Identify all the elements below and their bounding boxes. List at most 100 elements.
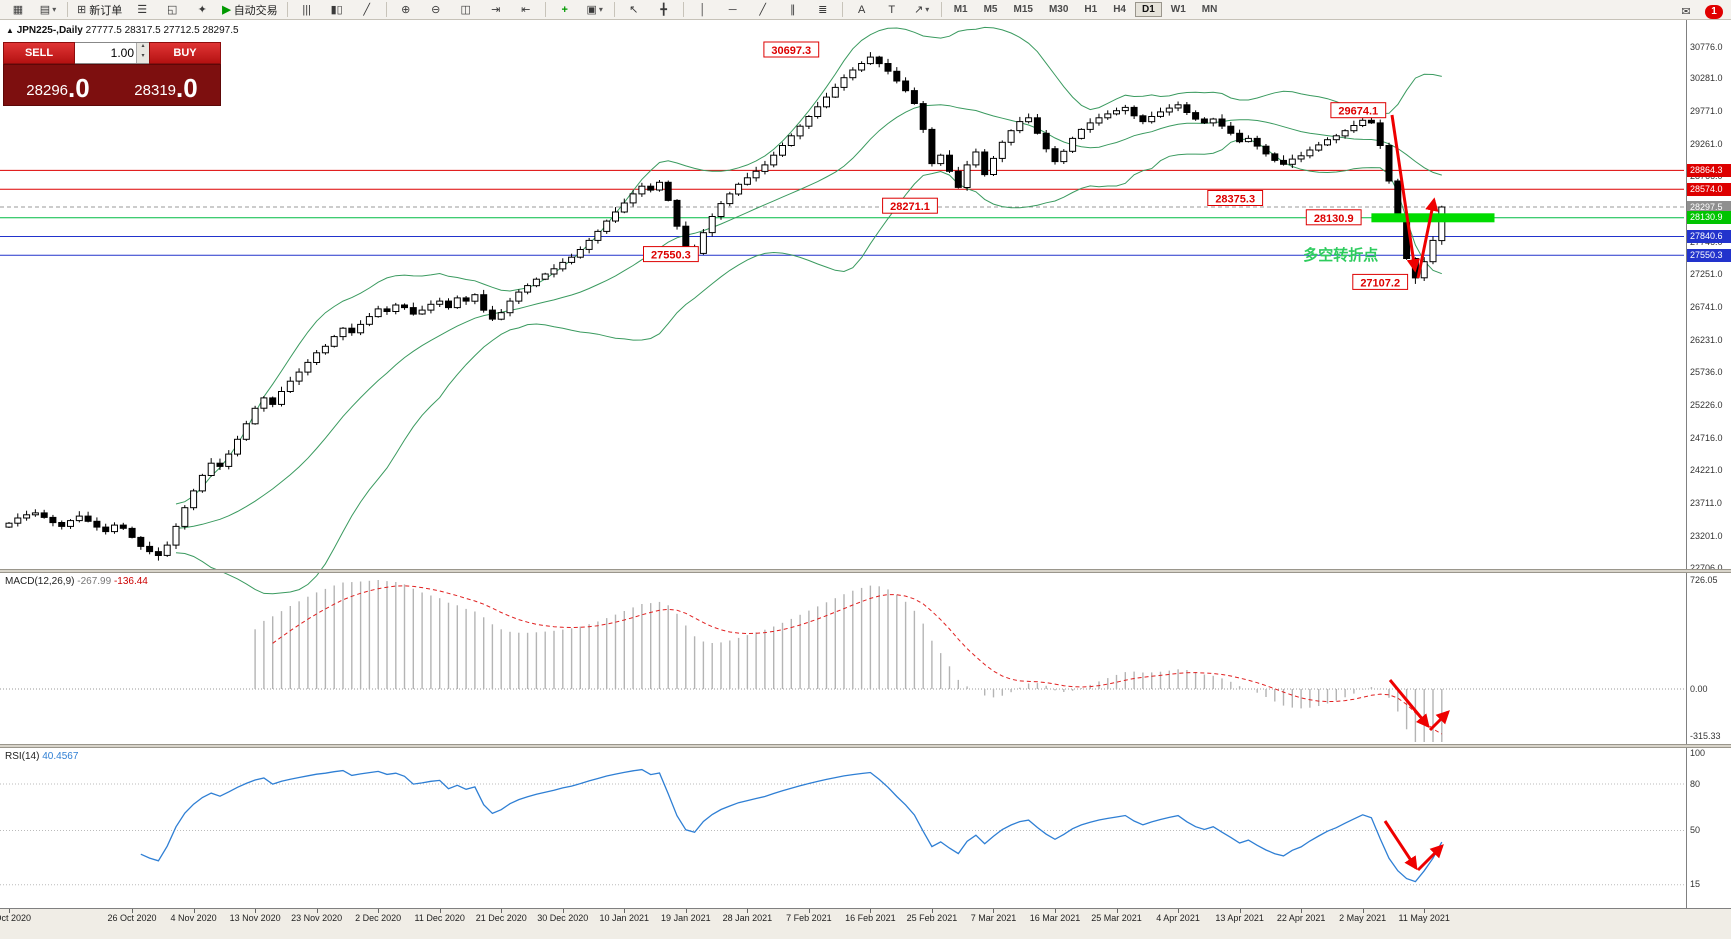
timeframe-m1[interactable]: M1	[953, 4, 968, 15]
price-level-badge: 28574.0	[1687, 182, 1731, 196]
zoom-in-button[interactable]: ⊕	[392, 0, 420, 19]
date-tick	[562, 909, 564, 913]
volume-input[interactable]	[75, 43, 136, 63]
bar-chart-button[interactable]: |||	[293, 0, 321, 19]
date-label: 22 Apr 2021	[1276, 913, 1326, 923]
timeframe-d1[interactable]: D1	[1135, 2, 1162, 17]
svg-text:28130.9: 28130.9	[1314, 213, 1354, 225]
text-label-tool-button[interactable]: T	[878, 0, 906, 19]
macd-scale-label: 726.05	[1690, 574, 1718, 585]
arrows-tool-button[interactable]: ↗ ▾	[908, 0, 936, 19]
spinner-up-icon[interactable]: ▴	[137, 43, 149, 53]
volume-spinner[interactable]: ▴ ▾	[136, 43, 149, 63]
chevron-down-icon: ▾	[52, 5, 57, 14]
notification-count-badge[interactable]: 1	[1705, 4, 1723, 19]
price-display: 28296 .0 28319 .0	[3, 64, 221, 106]
date-tick	[1424, 909, 1426, 913]
notifications-button[interactable]: ✉	[1672, 2, 1700, 21]
panel-resize-handle-macd[interactable]	[0, 569, 1731, 573]
rsi-scale-label: 15	[1690, 879, 1701, 890]
timeframe-mn[interactable]: MN	[1201, 4, 1218, 15]
spinner-down-icon[interactable]: ▾	[137, 53, 149, 63]
date-label: 26 Oct 2020	[107, 913, 157, 923]
profiles-icon: ▤	[39, 4, 51, 16]
new-order-label: 新订单	[89, 4, 123, 17]
new-order-button[interactable]: ⊞ 新订单	[73, 0, 126, 19]
cursor-icon: ↖	[629, 4, 639, 16]
macd-scale-label: 0.00	[1690, 683, 1708, 694]
new-chart-button[interactable]: ▦	[4, 0, 32, 19]
arrow-tool-icon: ↗	[914, 4, 924, 16]
trade-panel-collapse-icon[interactable]: ▲	[6, 26, 14, 35]
tile-windows-button[interactable]: ◫	[452, 0, 480, 19]
date-tick	[993, 909, 995, 913]
timeframe-w1[interactable]: W1	[1170, 4, 1186, 15]
toolbar-separator	[385, 2, 387, 17]
timeframe-h4[interactable]: H4	[1113, 4, 1126, 15]
sell-price[interactable]: 28296 .0	[4, 65, 112, 105]
date-tick	[255, 909, 257, 913]
macd-scale-label: -315.33	[1690, 730, 1721, 741]
data-window-button[interactable]: ◱	[158, 0, 186, 19]
bar-chart-icon: |||	[302, 3, 311, 16]
profiles-button[interactable]: ▤ ▾	[34, 0, 62, 19]
zoom-out-button[interactable]: ⊖	[422, 0, 450, 19]
timeframe-m15[interactable]: M15	[1013, 4, 1033, 15]
trendline-icon: ╱	[759, 4, 766, 16]
channel-icon: ∥	[789, 4, 796, 16]
market-watch-button[interactable]: ☰	[128, 0, 156, 19]
date-tick	[439, 909, 441, 913]
timeframe-m5[interactable]: M5	[983, 4, 998, 15]
buy-price-main: 28319	[134, 82, 177, 99]
autotrading-play-icon: ▶	[222, 4, 231, 16]
panel-resize-handle-rsi[interactable]	[0, 744, 1731, 748]
text-tool-button[interactable]: A	[848, 0, 876, 19]
indicators-button[interactable]: +	[551, 0, 579, 19]
sell-button[interactable]: SELL	[3, 42, 75, 64]
navigator-button[interactable]: ✦	[188, 0, 216, 19]
timeframe-h1[interactable]: H1	[1084, 4, 1098, 15]
line-chart-button[interactable]: ╱	[353, 0, 381, 19]
autotrading-button[interactable]: ▶ 自动交易	[218, 0, 281, 19]
navigator-icon: ✦	[197, 4, 207, 16]
price-tick-label: 23711.0	[1690, 497, 1722, 508]
svg-text:28375.3: 28375.3	[1215, 194, 1255, 206]
price-tick-label: 26231.0	[1690, 334, 1723, 345]
auto-scroll-button[interactable]: ⇥	[482, 0, 510, 19]
templates-button[interactable]: ▣ ▾	[581, 0, 609, 19]
price-tick-label: 23201.0	[1690, 530, 1723, 541]
date-tick	[378, 909, 380, 913]
trendline-button[interactable]: ╱	[749, 0, 777, 19]
chart-shift-button[interactable]: ⇤	[512, 0, 540, 19]
price-tick-label: 25226.0	[1690, 399, 1723, 410]
price-level-badge: 28864.3	[1687, 163, 1731, 177]
cursor-tool-button[interactable]: ↖	[620, 0, 648, 19]
time-axis[interactable]: 6 Oct 2020 26 Oct 2020 4 Nov 2020 13 Nov 20…	[0, 908, 1731, 939]
timeframe-m30[interactable]: M30	[1048, 4, 1069, 15]
rsi-name: RSI(14)	[5, 751, 40, 762]
price-tick-label: 24716.0	[1690, 432, 1723, 443]
date-tick	[316, 909, 318, 913]
candlestick-chart-button[interactable]: ▮▯	[323, 0, 351, 19]
buy-price[interactable]: 28319 .0	[112, 65, 220, 105]
crosshair-tool-button[interactable]: ╋	[650, 0, 678, 19]
crosshair-icon: ╋	[660, 4, 667, 16]
auto-scroll-icon: ⇥	[491, 4, 501, 16]
toolbar-separator	[613, 2, 615, 17]
toolbar-separator	[682, 2, 684, 17]
date-tick	[624, 909, 626, 913]
channel-button[interactable]: ∥	[779, 0, 807, 19]
chart-shift-icon: ⇤	[521, 4, 531, 16]
buy-button[interactable]: BUY	[149, 42, 221, 64]
vertical-line-button[interactable]: │	[689, 0, 717, 19]
price-scale[interactable]: 30776.030281.029771.029261.028766.027746…	[1686, 20, 1731, 908]
date-tick	[747, 909, 749, 913]
macd-name: MACD(12,26,9)	[5, 576, 75, 587]
svg-text:30697.3: 30697.3	[771, 45, 811, 57]
chart-canvas[interactable]: 30697.3 29674.1 28271.1 28375.3 28130.9 27550…	[0, 20, 1686, 908]
date-tick	[193, 909, 195, 913]
fibonacci-button[interactable]: ≣	[809, 0, 837, 19]
price-tick-label: 22706.0	[1690, 562, 1723, 573]
horizontal-line-button[interactable]: ─	[719, 0, 747, 19]
toolbar-separator	[544, 2, 546, 17]
